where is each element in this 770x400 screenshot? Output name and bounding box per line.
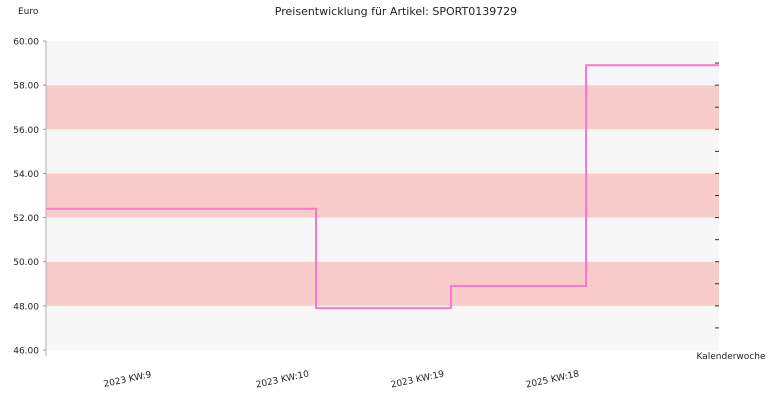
x-tick-label: 2023 KW:9	[103, 370, 153, 390]
grid-band	[46, 173, 719, 218]
y-tick-label: 56.00	[13, 126, 39, 136]
y-tick-label: 48.00	[13, 302, 39, 312]
background-bands	[45, 41, 719, 356]
x-tick-label: 2025 KW:18	[525, 369, 580, 390]
x-axis-labels: 2023 KW:9 2023 KW:10 2023 KW:19 2025 KW:18	[103, 369, 581, 390]
y-tick-label: 58.00	[13, 82, 39, 92]
y-tick-label: 60.00	[13, 38, 39, 48]
grid-band	[46, 129, 719, 174]
y-tick-label: 52.00	[13, 214, 39, 224]
y-tick-label: 54.00	[13, 170, 39, 180]
x-axis-label: Kalenderwoche	[696, 352, 765, 362]
chart-title: Preisentwicklung für Artikel: SPORT01397…	[275, 5, 517, 18]
grid-band	[46, 217, 719, 262]
right-axis-ticks	[715, 62, 719, 329]
grid-band	[46, 85, 719, 130]
y-tick-label: 46.00	[13, 347, 39, 357]
price-line	[46, 64, 719, 310]
y-tick-label: 50.00	[13, 258, 39, 268]
x-tick-label: 2023 KW:10	[255, 369, 310, 390]
grid-band	[46, 305, 719, 350]
y-axis-ticks: 46.00 48.00 50.00 52.00 54.00 56.00 58.00 60.00	[13, 38, 46, 357]
grid-band	[46, 261, 719, 306]
y-axis-label: Euro	[18, 7, 39, 17]
grid-band	[46, 41, 719, 86]
x-tick-label: 2023 KW:19	[390, 369, 445, 390]
